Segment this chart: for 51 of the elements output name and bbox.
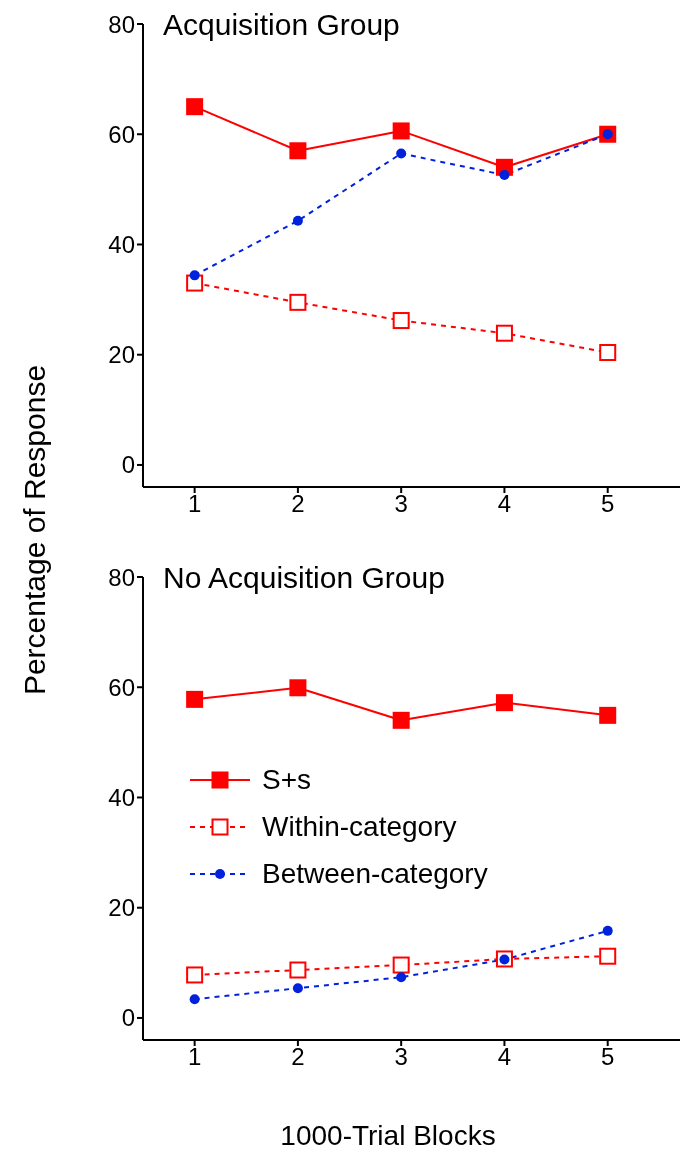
x-tick-label: 5 xyxy=(601,1043,615,1071)
chart-title: Acquisition Group xyxy=(163,8,400,42)
y-tick-label: 20 xyxy=(108,894,135,922)
y-tick-label: 60 xyxy=(108,120,135,148)
point xyxy=(189,994,200,1005)
point xyxy=(289,961,307,979)
point xyxy=(599,947,617,965)
x-tick-label: 5 xyxy=(601,490,615,518)
point xyxy=(392,312,410,330)
y-tick-label: 80 xyxy=(108,563,135,591)
x-tick-label: 4 xyxy=(497,1043,512,1071)
point xyxy=(186,690,204,708)
point xyxy=(392,956,410,974)
point xyxy=(495,694,513,712)
point xyxy=(292,983,303,994)
point xyxy=(289,142,307,160)
y-tick-label: 0 xyxy=(121,451,135,479)
point xyxy=(292,215,303,226)
x-tick-label: 3 xyxy=(394,1043,408,1071)
y-tick-label: 60 xyxy=(108,673,135,701)
point xyxy=(499,170,510,181)
chart-title: No Acquisition Group xyxy=(163,561,445,595)
point xyxy=(392,122,410,140)
y-tick-label: 20 xyxy=(108,341,135,369)
y-tick-label: 80 xyxy=(108,10,135,38)
x-tick-label: 4 xyxy=(497,490,512,518)
point xyxy=(599,706,617,724)
legend-label: Within-category xyxy=(262,810,457,843)
point xyxy=(186,966,204,984)
y-axis-title: Percentage of Response xyxy=(18,364,52,696)
point xyxy=(189,270,200,281)
point xyxy=(602,925,613,936)
point xyxy=(289,293,307,311)
point xyxy=(392,711,410,729)
point xyxy=(495,324,513,342)
y-tick-label: 40 xyxy=(108,784,135,811)
x-tick-label: 2 xyxy=(291,1043,305,1071)
point xyxy=(396,148,407,159)
x-axis-title: 1000-Trial Blocks xyxy=(280,1120,496,1152)
x-tick-label: 2 xyxy=(291,490,305,518)
point xyxy=(396,972,407,983)
x-tick-label: 1 xyxy=(187,490,202,518)
legend-label: S+s xyxy=(262,763,312,796)
x-tick-label: 3 xyxy=(394,490,408,518)
point xyxy=(599,344,617,362)
point xyxy=(186,98,204,116)
y-tick-label: 0 xyxy=(121,1004,135,1032)
x-tick-label: 1 xyxy=(187,1043,202,1071)
y-tick-label: 40 xyxy=(108,231,135,258)
point xyxy=(289,679,307,697)
legend-label: Between-category xyxy=(262,857,488,890)
